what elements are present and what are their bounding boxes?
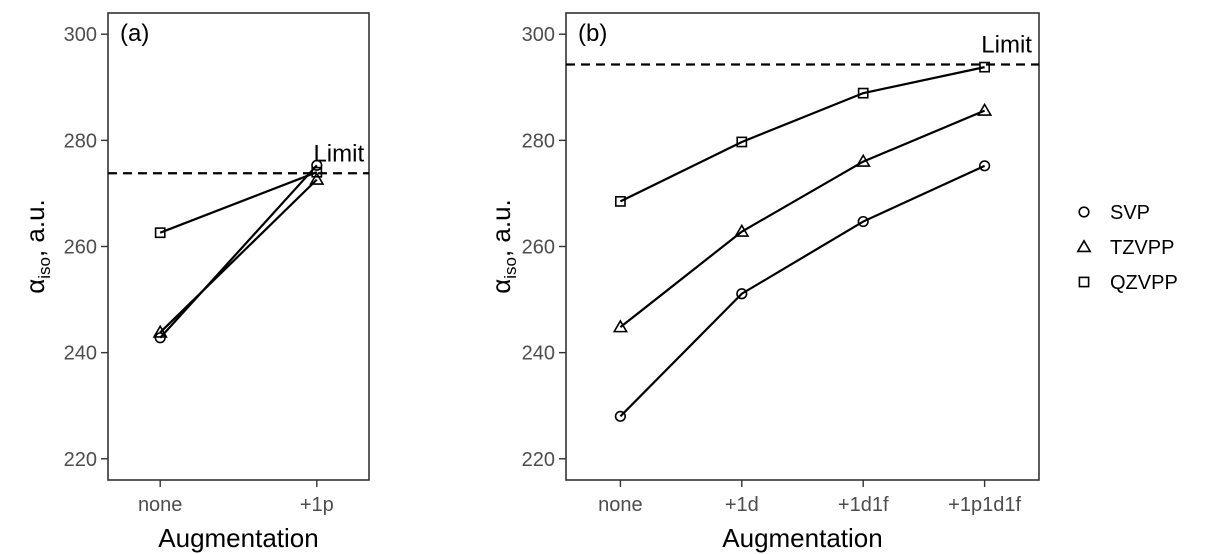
panel-tag: (a) bbox=[120, 20, 149, 47]
y-tick-label: 260 bbox=[64, 237, 97, 259]
legend-label-svp: SVP bbox=[1110, 202, 1150, 224]
y-tick-label: 300 bbox=[64, 24, 97, 46]
series-line-tzvpp bbox=[159, 178, 318, 334]
legend-label-qzvpp: QZVPP bbox=[1110, 272, 1178, 294]
marker-tzvpp bbox=[612, 319, 628, 333]
marker-qzvpp bbox=[857, 87, 869, 99]
y-axis-title-subscript: iso bbox=[501, 257, 520, 279]
panel-tag: (b) bbox=[578, 20, 607, 47]
panel-border bbox=[565, 12, 1040, 481]
marker-tzvpp bbox=[855, 153, 871, 167]
marker-qzvpp bbox=[154, 227, 166, 239]
x-tick-label: +1p1d1f bbox=[948, 494, 1021, 516]
series-line-svp bbox=[159, 164, 318, 339]
marker-tzvpp bbox=[152, 324, 168, 338]
y-tick-label: 220 bbox=[64, 449, 97, 471]
y-axis-title: αiso, a.u. bbox=[486, 199, 520, 294]
limit-label: Limit bbox=[313, 140, 364, 167]
marker-svp bbox=[614, 410, 626, 422]
marker-qzvpp bbox=[736, 136, 748, 148]
x-tick-label: none bbox=[598, 494, 643, 516]
y-tick-label: 280 bbox=[64, 130, 97, 152]
x-tick-label: +1d bbox=[725, 494, 759, 516]
marker-qzvpp bbox=[311, 166, 323, 178]
y-tick-label: 240 bbox=[64, 343, 97, 365]
y-axis-title-symbol: α bbox=[20, 279, 50, 294]
legend-marker-svp bbox=[1078, 206, 1090, 218]
marker-tzvpp bbox=[734, 223, 750, 237]
marker-svp bbox=[311, 159, 323, 171]
marker-svp bbox=[736, 288, 748, 300]
legend-label-tzvpp: TZVPP bbox=[1110, 237, 1174, 259]
series-line-tzvpp bbox=[619, 109, 986, 329]
y-tick-label: 280 bbox=[522, 130, 555, 152]
series-line-qzvpp bbox=[619, 66, 985, 203]
x-tick-label: none bbox=[138, 494, 183, 516]
marker-tzvpp bbox=[309, 171, 325, 185]
y-axis-title-unit: , a.u. bbox=[486, 199, 516, 257]
marker-qzvpp bbox=[979, 61, 991, 73]
series-line-qzvpp bbox=[159, 171, 318, 234]
y-axis-title-subscript: iso bbox=[35, 257, 54, 279]
marker-svp bbox=[857, 215, 869, 228]
panel-b: 220 240 260 280 300 none +1d +1d1f +1p1d1f Augmen… bbox=[486, 12, 1040, 553]
y-axis-title: αiso, a.u. bbox=[20, 199, 54, 294]
legend: SVP TZVPP QZVPP bbox=[1076, 202, 1178, 294]
x-tick-label: +1d1f bbox=[838, 494, 889, 516]
legend-marker-tzvpp bbox=[1076, 239, 1092, 253]
y-tick-label: 300 bbox=[522, 24, 555, 46]
y-tick-label: 220 bbox=[522, 449, 555, 471]
marker-tzvpp bbox=[977, 102, 993, 116]
marker-qzvpp bbox=[614, 195, 626, 207]
limit-label: Limit bbox=[981, 31, 1032, 58]
x-tick-label: +1p bbox=[300, 494, 334, 516]
x-axis-title: Augmentation bbox=[722, 523, 882, 553]
x-axis-title: Augmentation bbox=[158, 523, 318, 553]
series-line-svp bbox=[619, 164, 986, 418]
marker-svp bbox=[979, 160, 991, 172]
legend-marker-qzvpp bbox=[1078, 276, 1090, 288]
y-tick-label: 260 bbox=[522, 237, 555, 259]
panel-a: 220 240 260 280 300 none +1p Augmentation αiso, … bbox=[20, 12, 370, 553]
y-axis-title-unit: , a.u. bbox=[20, 199, 50, 257]
y-axis-title-symbol: α bbox=[486, 279, 516, 294]
y-tick-label: 240 bbox=[522, 343, 555, 365]
panel-border bbox=[107, 12, 370, 481]
marker-svp bbox=[154, 332, 166, 344]
